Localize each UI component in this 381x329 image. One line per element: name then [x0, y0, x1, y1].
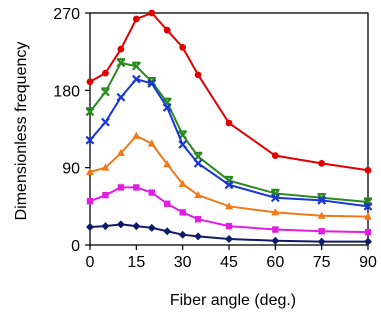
data-point [318, 159, 326, 167]
data-point [133, 184, 140, 191]
data-point [317, 211, 326, 219]
data-point [178, 140, 188, 149]
data-point [86, 222, 94, 231]
data-point [132, 222, 141, 231]
data-point [147, 77, 157, 87]
data-point [101, 222, 110, 231]
data-point [116, 92, 126, 102]
plot-frame [89, 12, 369, 246]
y-tick-label: 90 [62, 161, 80, 178]
series-line [89, 11, 369, 172]
data-point [364, 228, 372, 236]
data-point [364, 212, 372, 220]
y-tick-label: 270 [53, 6, 80, 23]
data-point [194, 216, 202, 223]
data-point [224, 180, 234, 190]
data-point [101, 163, 110, 171]
data-point [116, 220, 125, 229]
data-point [147, 79, 157, 88]
data-point [117, 45, 125, 53]
data-point [164, 200, 171, 207]
data-point [318, 228, 325, 235]
data-point [131, 61, 141, 71]
series-6 [86, 220, 372, 246]
y-tick-label: 180 [53, 83, 80, 100]
data-point [148, 9, 156, 17]
data-point [116, 148, 125, 157]
data-point [102, 191, 109, 199]
data-point [132, 15, 140, 23]
data-point [101, 117, 110, 127]
x-tick-label: 0 [86, 254, 95, 271]
data-point [147, 223, 156, 232]
data-point [86, 167, 94, 175]
data-point [317, 237, 326, 246]
y-tick-label: 0 [71, 238, 80, 255]
data-point [271, 152, 279, 160]
series-3 [85, 74, 373, 211]
series-layer [85, 9, 373, 246]
data-point [163, 26, 171, 34]
data-point [178, 230, 187, 239]
data-point [364, 166, 372, 174]
data-point [317, 195, 327, 205]
data-point [116, 58, 126, 68]
y-axis-title: Dimensionless frequency [13, 42, 30, 221]
data-point [163, 160, 172, 168]
x-tick-label: 30 [174, 254, 192, 271]
data-point [86, 197, 94, 205]
series-5 [86, 184, 372, 236]
data-point [148, 189, 155, 196]
axis-ticks: 0 15 30 45 60 75 90 0 90 180 270 [53, 6, 377, 271]
series-4 [86, 131, 372, 220]
data-point [131, 74, 141, 84]
data-point [85, 107, 95, 117]
data-point [363, 201, 373, 211]
data-point [271, 236, 280, 245]
series-line [89, 61, 369, 204]
series-line [89, 78, 369, 208]
x-axis-title: Fiber angle (deg.) [170, 292, 296, 309]
data-point [147, 139, 156, 147]
data-point [270, 193, 280, 203]
data-point [194, 232, 203, 241]
data-point [194, 190, 203, 199]
data-point [85, 135, 95, 145]
x-tick-label: 60 [266, 254, 284, 271]
x-tick-label: 45 [220, 254, 238, 271]
data-point [163, 227, 172, 236]
data-point [178, 179, 187, 187]
data-point [117, 184, 125, 191]
plot-border [89, 12, 369, 246]
series-1 [86, 9, 372, 174]
data-point [272, 226, 279, 233]
data-point [102, 69, 109, 77]
data-point [132, 131, 141, 139]
x-tick-label: 90 [359, 254, 377, 271]
data-point [101, 87, 110, 97]
data-point [364, 237, 372, 246]
x-tick-label: 15 [127, 254, 145, 271]
data-point [225, 119, 233, 127]
data-point [225, 202, 233, 210]
data-point [271, 208, 280, 216]
data-point [179, 43, 187, 51]
data-point [193, 158, 203, 168]
data-point [162, 103, 172, 112]
data-point [225, 234, 233, 243]
data-point [225, 222, 233, 230]
data-point [194, 71, 202, 79]
data-point [179, 209, 186, 216]
data-point [86, 78, 94, 86]
x-tick-label: 75 [313, 254, 331, 271]
